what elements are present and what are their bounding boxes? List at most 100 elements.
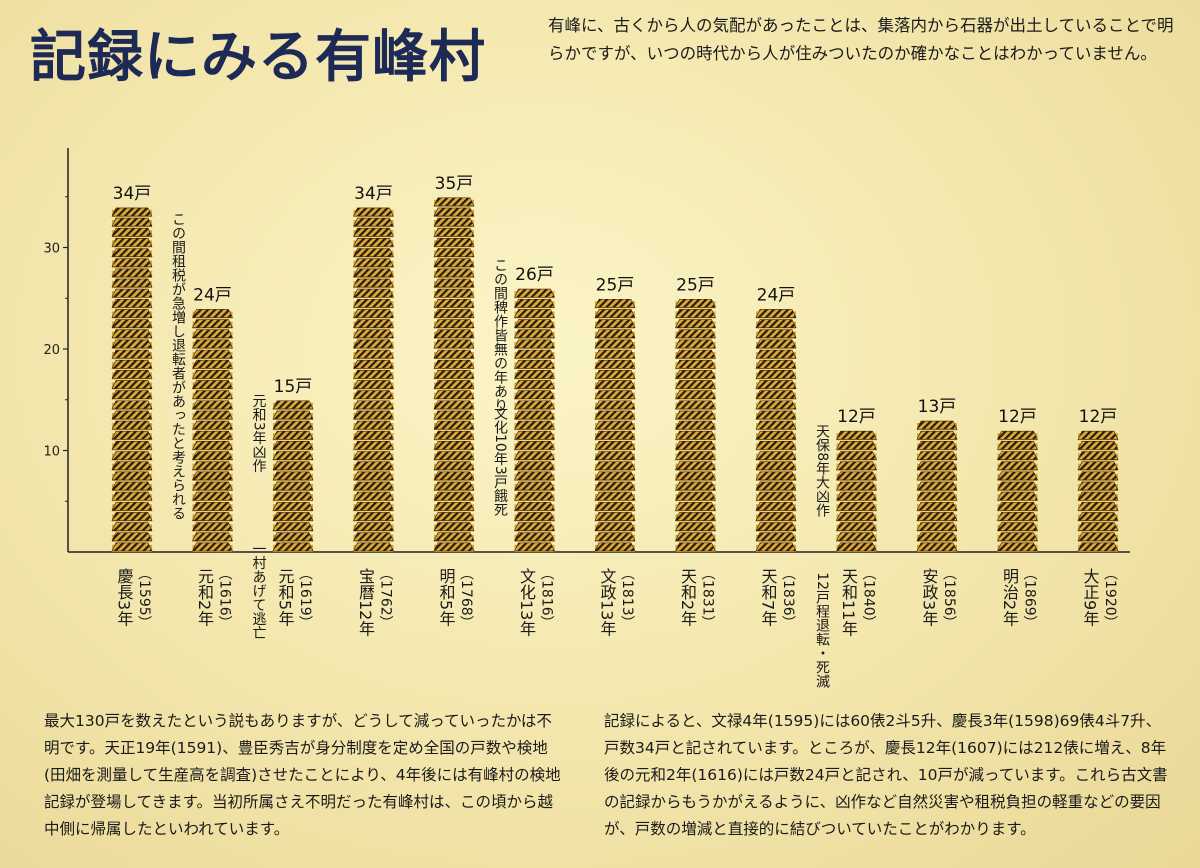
bar-roof xyxy=(192,380,233,389)
bar-roof xyxy=(594,390,636,400)
bar-roof xyxy=(111,400,153,410)
bar-roof xyxy=(997,512,1038,521)
annotation-text: 一村あげて逃亡 xyxy=(251,542,267,640)
annotation-text: この間稗作皆無の年あり xyxy=(492,258,508,412)
bar-roof xyxy=(433,258,475,268)
bar-roof xyxy=(272,441,314,450)
bar-roof xyxy=(353,430,394,440)
bar-roof xyxy=(916,512,958,521)
bar-value-label: 35戸 xyxy=(435,174,474,194)
bar-roof xyxy=(514,298,555,308)
bar-roof xyxy=(755,359,797,369)
x-era-label: 天和2年 xyxy=(678,568,697,626)
bar-roof xyxy=(433,370,475,379)
bar-value-label: 12戸 xyxy=(837,407,876,427)
bar-roof xyxy=(836,471,877,481)
bar-roof xyxy=(916,532,958,542)
x-year-label: （1836） xyxy=(780,566,796,630)
bar-roof xyxy=(353,329,394,339)
x-year-label: （1768） xyxy=(458,566,474,630)
bar-roof xyxy=(272,461,314,471)
bar-roof xyxy=(433,349,475,359)
bar-roof xyxy=(111,471,153,481)
bar xyxy=(514,288,555,552)
bar-roof xyxy=(111,441,153,450)
bar-roof xyxy=(675,542,716,552)
bar-roof xyxy=(272,410,314,420)
bar-roof xyxy=(353,370,394,379)
bar-roof xyxy=(514,370,555,379)
bar-roof xyxy=(997,542,1038,552)
bar-roof xyxy=(1077,461,1119,471)
bar-roof xyxy=(192,339,233,349)
bar-roof xyxy=(433,329,475,339)
x-era-label: 大正9年 xyxy=(1081,568,1100,626)
bar-roof xyxy=(836,522,877,531)
bar-roof xyxy=(111,542,153,552)
bar-roof xyxy=(594,430,636,440)
bar-roof xyxy=(353,532,394,542)
bar-roof xyxy=(594,522,636,531)
bar-roof xyxy=(111,268,153,278)
bar-roof xyxy=(997,532,1038,542)
bar-roof xyxy=(514,441,555,450)
bar-roof xyxy=(353,278,394,288)
bar-roof xyxy=(514,542,555,552)
bar-roof xyxy=(192,359,233,369)
bar-roof xyxy=(675,441,716,450)
bar-roof xyxy=(1077,430,1119,440)
bar-roof xyxy=(514,329,555,339)
bar-value-label: 15戸 xyxy=(274,377,313,397)
bar-roof xyxy=(192,390,233,400)
bar-roof xyxy=(675,481,716,491)
x-era-label: 元和5年 xyxy=(276,568,295,626)
bar-roof xyxy=(755,491,797,501)
bar-roof xyxy=(836,461,877,471)
bar-roof xyxy=(514,339,555,349)
annotation-text: 文化10年3戸餓死 xyxy=(492,406,508,517)
bar-roof xyxy=(755,512,797,521)
bar xyxy=(192,309,233,552)
bar-roof xyxy=(433,288,475,298)
bar-value-label: 12戸 xyxy=(998,407,1037,427)
bar-roof xyxy=(192,471,233,481)
bar-roof xyxy=(594,339,636,349)
bar-roof xyxy=(675,471,716,481)
bar-roof xyxy=(675,359,716,369)
bar-value-label: 25戸 xyxy=(676,275,715,295)
bar-roof xyxy=(192,481,233,491)
bar-roof xyxy=(514,309,555,318)
bar-roof xyxy=(755,430,797,440)
bar-roof xyxy=(111,288,153,298)
bar-roof xyxy=(675,380,716,389)
bar-roof xyxy=(433,390,475,400)
bar-roof xyxy=(755,400,797,410)
bar-roof xyxy=(111,339,153,349)
bar-roof xyxy=(433,380,475,389)
bar-roof xyxy=(675,349,716,359)
bar-roof xyxy=(272,501,314,511)
bar-roof xyxy=(514,288,555,298)
bar-roof xyxy=(675,390,716,400)
x-year-label: （1816） xyxy=(539,566,555,630)
note-right: 記録によると、文禄4年(1595)には60俵2斗5升、慶長3年(1598)69俵… xyxy=(604,712,1168,838)
bar-roof xyxy=(353,451,394,460)
x-year-label: （1762） xyxy=(378,566,394,630)
bar-roof xyxy=(916,542,958,552)
bar-roof xyxy=(836,542,877,552)
x-era-label: 天和11年 xyxy=(839,568,858,636)
bar-roof xyxy=(514,319,555,328)
bar-roof xyxy=(192,491,233,501)
x-era-label: 元和2年 xyxy=(195,568,214,626)
bar-roof xyxy=(675,370,716,379)
bar-roof xyxy=(433,227,475,237)
bar-roof xyxy=(997,522,1038,531)
bar-roof xyxy=(836,491,877,501)
bar-roof xyxy=(594,491,636,501)
annotation-text: 元和3年凶作 xyxy=(251,394,267,473)
bar-roof xyxy=(755,390,797,400)
bar-roof xyxy=(514,501,555,511)
bar-roof xyxy=(916,420,958,430)
bar-roof xyxy=(675,339,716,349)
